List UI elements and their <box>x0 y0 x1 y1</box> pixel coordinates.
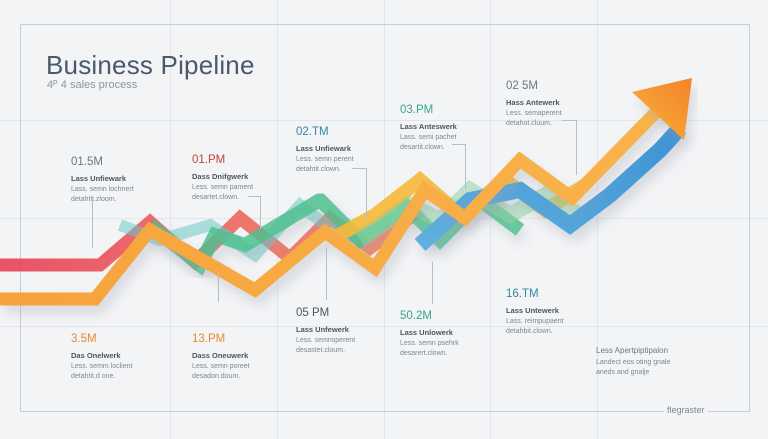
annotation-value: 05 PM <box>296 307 330 319</box>
annotation-value: 50.2M <box>400 310 432 322</box>
side-note: Less Apertpiptipalon Landect eos oting g… <box>596 346 716 378</box>
annotation-desc: desartit.clown. <box>400 144 445 151</box>
annotation-bottom-2: 13.PM Dass Oneuwerk Less. semn poreet de… <box>192 333 302 382</box>
chart-frame <box>20 24 750 412</box>
page-subtitle: 4ᴾ 4 sales process <box>47 79 138 91</box>
annotation-bottom-1: 3.5M Das Onelwerk Less. semm loclient de… <box>71 333 181 382</box>
note-line: Landect eos oting gnale <box>596 359 671 366</box>
grid-line <box>0 120 768 121</box>
annotation-desc: Less. semn perent <box>296 156 354 163</box>
annotation-desc: Less. semn poreet <box>192 363 250 370</box>
annotation-desc: Less. semm loclient <box>71 363 133 370</box>
annotation-label: Lass Unfewerk <box>296 325 349 334</box>
annotation-desc: Lass. semi pachet <box>400 134 457 141</box>
annotation-value: 3.5M <box>71 333 97 345</box>
annotation-desc: detahtit.zloom. <box>71 196 117 203</box>
arrow-head <box>632 78 692 140</box>
annotation-label: Dass Dnifgwerk <box>192 172 249 181</box>
connector-line <box>432 262 433 304</box>
annotation-top-3: 02.TM Lass Unfiewark Less. semn perent d… <box>296 126 406 175</box>
annotation-desc: desarert.clown. <box>400 350 448 357</box>
annotation-value: 02 5M <box>506 80 538 92</box>
annotation-label: Lass Unfiewark <box>71 174 127 183</box>
connector-line <box>562 120 577 175</box>
annotation-value: 13.PM <box>192 333 226 345</box>
annotation-desc: detahtit.d one. <box>71 373 116 380</box>
annotation-desc: detahtit.clown. <box>296 166 341 173</box>
annotation-value: 01.PM <box>192 154 226 166</box>
connector-line <box>218 272 219 302</box>
grid-line <box>490 0 491 439</box>
connector-line <box>326 248 327 300</box>
grid-line <box>170 0 171 439</box>
annotation-label: Lass Unfiewark <box>296 144 352 153</box>
annotation-desc: Less. semaperent <box>506 110 562 117</box>
annotation-top-1: 01.5M Lass Unfiewark Lass. semn lochnert… <box>71 156 181 205</box>
annotation-label: Dass Oneuwerk <box>192 351 249 360</box>
annotation-bottom-5: 16.TM Lass Untewerk Lass. reimpupaent de… <box>506 288 616 337</box>
annotation-value: 02.TM <box>296 126 329 138</box>
annotation-bottom-3: 05 PM Lass Unfewerk Less. semnsperent de… <box>296 307 406 356</box>
annotation-desc: desastet.cloum. <box>296 347 346 354</box>
annotation-desc: Less. semn pament <box>192 184 254 191</box>
ribbon-blue <box>414 122 686 251</box>
annotation-value: 03.PM <box>400 104 434 116</box>
annotation-desc: desartet.clown. <box>192 194 240 201</box>
annotation-desc: detahot.cluum. <box>506 120 552 127</box>
annotation-desc: Lass. reimpupaent <box>506 318 564 325</box>
connector-line <box>352 168 367 221</box>
ribbon-orange <box>0 101 667 306</box>
annotation-label: Lass Anteswerk <box>400 122 457 131</box>
annotation-desc: detahbit.clown. <box>506 328 553 335</box>
annotation-label: Hass Antewerk <box>506 98 560 107</box>
annotation-bottom-4: 50.2M Lass Unlowerk Less. semn psehrk de… <box>400 310 510 359</box>
footer-label: flegraster <box>664 405 708 415</box>
annotation-top-5: 02 5M Hass Antewerk Less. semaperent det… <box>506 80 616 129</box>
page-title: Business Pipeline <box>46 50 255 80</box>
annotation-top-2: 01.PM Dass Dnifgwerk Less. semn pament d… <box>192 154 302 203</box>
annotation-top-4: 03.PM Lass Anteswerk Lass. semi pachet d… <box>400 104 510 153</box>
grid-line <box>597 0 598 439</box>
grid-line <box>0 326 768 327</box>
annotation-desc: Less. semnsperent <box>296 337 356 344</box>
annotation-desc: Lass. semn lochnert <box>71 186 134 193</box>
connector-line <box>92 200 93 248</box>
connector-line <box>248 196 261 229</box>
annotation-desc: Less. semn psehrk <box>400 340 459 347</box>
annotation-label: Das Onelwerk <box>71 351 121 360</box>
note-title: Less Apertpiptipalon <box>596 346 669 355</box>
annotation-value: 16.TM <box>506 288 539 300</box>
annotation-desc: desadon.doum. <box>192 373 241 380</box>
connector-line <box>452 144 466 189</box>
annotation-label: Lass Untewerk <box>506 306 559 315</box>
note-line: aneds and gnalje <box>596 369 650 376</box>
annotation-label: Lass Unlowerk <box>400 328 453 337</box>
annotation-value: 01.5M <box>71 156 103 168</box>
